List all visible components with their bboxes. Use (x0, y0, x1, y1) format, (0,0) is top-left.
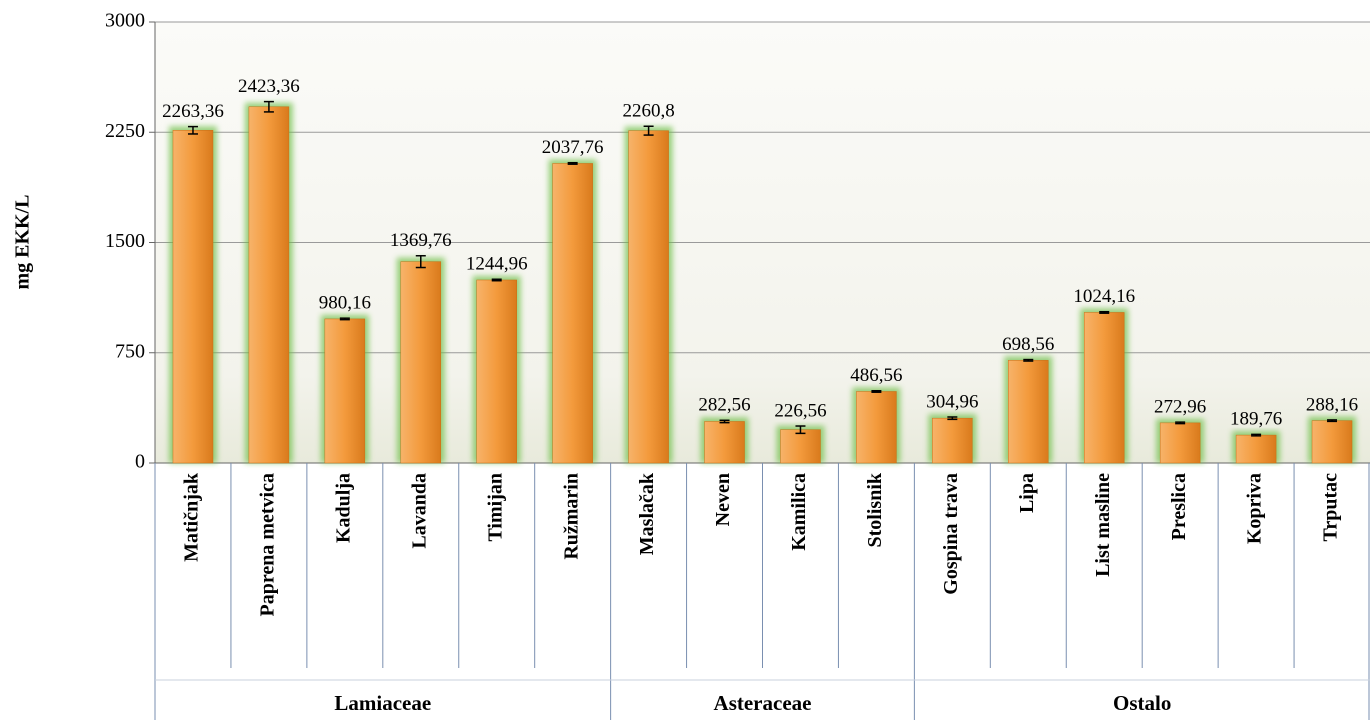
error-bar (415, 255, 426, 269)
value-label: 486,56 (850, 365, 902, 386)
error-bar (1175, 421, 1186, 425)
bar (1311, 420, 1353, 464)
x-tick-label: Ružmarin (560, 473, 582, 560)
bar (552, 163, 593, 464)
x-tick-label: Lavanda (408, 473, 430, 549)
y-tick-label: 2250 (105, 120, 145, 142)
x-tick-label: Neven (712, 473, 734, 526)
error-bar (795, 425, 806, 435)
group-label: Lamiaceae (334, 691, 431, 715)
value-label: 1244,96 (466, 254, 528, 275)
bar (1008, 360, 1049, 464)
error-bar (567, 161, 578, 165)
error-bar (187, 125, 198, 135)
bar (172, 130, 214, 464)
x-tick-label: Maslačak (636, 472, 658, 555)
bar (704, 421, 745, 464)
error-bar (947, 416, 958, 421)
value-label: 980,16 (319, 293, 371, 314)
bar (1083, 312, 1125, 464)
value-label: 1024,16 (1073, 286, 1135, 307)
x-tick-label: Paprena metvica (257, 473, 279, 617)
x-tick-label: Matičnjak (181, 472, 203, 562)
bar (476, 279, 517, 464)
bar (324, 318, 366, 464)
y-tick-label: 3000 (105, 10, 145, 32)
x-tick-label: Preslica (1168, 473, 1190, 540)
value-label: 189,76 (1230, 409, 1282, 430)
value-label: 1369,76 (390, 230, 452, 251)
x-tick-label: Gospina trava (940, 473, 962, 595)
group-label: Ostalo (1113, 691, 1171, 715)
x-tick-label: Lipa (1016, 473, 1038, 513)
value-label: 2260,8 (622, 101, 674, 122)
error-bar (643, 125, 654, 136)
error-bar (263, 100, 274, 113)
error-bar (339, 317, 350, 321)
x-tick-label: List masline (1092, 473, 1114, 577)
value-label: 226,56 (774, 400, 826, 421)
group-label: Asteraceae (714, 691, 812, 715)
bar (1159, 422, 1201, 464)
value-label: 272,96 (1154, 396, 1206, 417)
x-tick-label: Kamilica (788, 473, 810, 551)
bar (780, 429, 821, 464)
value-label: 304,96 (926, 391, 978, 412)
y-axis-label: mg EKK/L (12, 194, 34, 289)
bar (932, 417, 973, 464)
value-label: 2263,36 (162, 101, 224, 122)
error-bar (871, 389, 882, 393)
value-label: 282,56 (698, 395, 750, 416)
bar (856, 391, 897, 464)
y-tick-label: 750 (115, 340, 145, 362)
x-tick-label: Kopriva (1244, 473, 1266, 544)
bar (400, 261, 442, 464)
y-tick-label: 1500 (105, 230, 145, 252)
x-tick-label: Trputac (1320, 473, 1342, 542)
error-bar (491, 278, 502, 282)
x-tick-label: Timijan (484, 473, 506, 542)
error-bar (1327, 419, 1338, 423)
value-label: 288,16 (1306, 394, 1358, 415)
bar (628, 130, 669, 464)
error-bar (1099, 310, 1110, 314)
error-bar (719, 419, 730, 424)
value-label: 2423,36 (238, 76, 300, 97)
x-tick-label: Stolisnik (864, 472, 886, 547)
bar (248, 106, 290, 464)
y-tick-label: 0 (135, 451, 145, 473)
error-bar (1251, 433, 1262, 437)
bar (1235, 434, 1277, 464)
error-bar (1023, 358, 1034, 362)
value-label: 698,56 (1002, 334, 1054, 355)
x-tick-label: Kadulja (332, 473, 354, 543)
value-label: 2037,76 (542, 137, 604, 158)
